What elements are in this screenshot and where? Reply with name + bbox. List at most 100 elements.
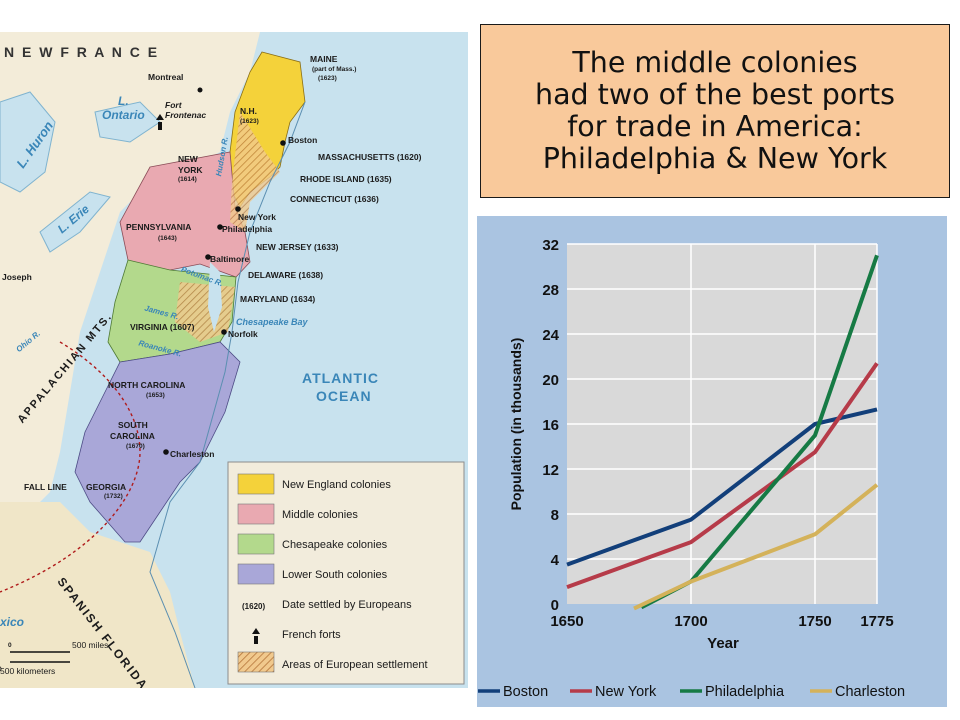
title-line-4: Philadelphia & New York — [542, 142, 888, 175]
colony-maine-note: (part of Mass.) — [312, 66, 357, 73]
grid-layer — [567, 243, 878, 604]
colony-nh: N.H. — [240, 106, 257, 116]
city-dot-montreal — [197, 87, 203, 93]
title-line-3: for trade in America: — [567, 110, 863, 143]
city-dot-baltimore — [205, 254, 211, 260]
city-new-york: New York — [238, 212, 276, 222]
y-tick-label: 28 — [542, 282, 559, 299]
y-tick-label: 16 — [542, 417, 559, 434]
colony-south-carolina-2: CAROLINA — [110, 431, 155, 441]
map-graphic — [0, 32, 465, 688]
colony-georgia-year: (1732) — [104, 493, 123, 500]
series-line-boston — [566, 407, 878, 567]
title-line-2: had two of the best ports — [535, 78, 895, 111]
city-boston: Boston — [288, 135, 318, 145]
colony-massachusetts: MASSACHUSETTS (1620) — [318, 152, 422, 162]
legend-swatch-lower-south — [237, 563, 275, 585]
x-tick-label: 1650 — [550, 613, 583, 630]
title-banner: The middle colonies had two of the best … — [480, 24, 950, 198]
scale-zero-a: 0 — [8, 642, 12, 649]
city-philadelphia: Philadelphia — [222, 224, 273, 234]
legend-label-new-england: New England colonies — [282, 479, 391, 491]
city-dot-new-york — [235, 206, 241, 212]
legend-label-french-forts: French forts — [282, 629, 341, 641]
city-dot-philadelphia — [217, 224, 223, 230]
y-axis-label: Population (in thousands) — [508, 338, 524, 511]
city-charleston: Charleston — [170, 449, 215, 459]
southern-land — [0, 502, 195, 688]
y-tick-label: 12 — [542, 462, 559, 479]
y-tick-label: 24 — [542, 327, 559, 344]
city-dot-boston — [280, 140, 286, 146]
french-fort-icon — [156, 114, 164, 130]
scale-km-label: 500 kilometers — [0, 666, 56, 676]
region-mexico: xico — [0, 615, 25, 629]
city-dot-charleston — [163, 449, 169, 455]
population-chart: 0 4 8 12 16 20 24 28 32 1650 1700 1750 1775 Year Pop… — [477, 216, 947, 707]
series-line-new york — [566, 362, 879, 589]
map-header-new-france: N E W F R A N C E — [4, 44, 160, 60]
legend-label-settlement: Areas of European settlement — [282, 659, 428, 671]
interior-land — [0, 32, 260, 502]
y-tick-label: 20 — [542, 372, 559, 389]
settlement-hatch — [230, 112, 280, 232]
colony-virginia: VIRGINIA (1607) — [130, 322, 195, 332]
colony-pennsylvania-year: (1643) — [158, 235, 177, 242]
scale-zero-b: 0 — [0, 666, 2, 673]
colony-north-carolina-year: (1653) — [146, 392, 165, 399]
series-line-charleston — [633, 483, 879, 611]
lake-ontario — [94, 101, 161, 143]
legend-swatch-new-england — [237, 473, 275, 495]
water-ocean: OCEAN — [316, 388, 372, 404]
colony-new-york: NEW — [178, 154, 198, 164]
y-tick-label: 8 — [551, 507, 559, 524]
colony-maine: MAINE — [310, 54, 338, 64]
chesapeake-bay — [208, 262, 222, 332]
x-tick-label: 1775 — [860, 613, 893, 630]
colony-pennsylvania: PENNSYLVANIA — [126, 222, 192, 232]
colony-new-york-year: (1614) — [178, 176, 197, 183]
colony-maryland: MARYLAND (1634) — [240, 294, 316, 304]
x-tick-label: 1700 — [674, 613, 707, 630]
water-atlantic: ATLANTIC — [302, 370, 379, 386]
scale-miles-label: 500 miles — [72, 640, 109, 650]
legend-label-charleston: Charleston — [835, 684, 905, 700]
city-norfolk: Norfolk — [228, 329, 258, 339]
series-layer — [566, 254, 879, 611]
proclamation-line — [0, 341, 141, 593]
city-joseph: Joseph — [2, 272, 32, 282]
city-montreal: Montreal — [148, 72, 184, 82]
lake-huron — [0, 91, 56, 193]
legend-label-middle: Middle colonies — [282, 509, 358, 521]
legend-swatch-chesapeake — [237, 533, 275, 555]
y-tick-label: 4 — [551, 552, 560, 569]
lake-erie — [39, 191, 111, 253]
colony-south-carolina-year: (1670) — [126, 443, 145, 450]
chart-svg: 0 4 8 12 16 20 24 28 32 1650 1700 1750 1775 Year Pop… — [508, 237, 894, 652]
city-dot-norfolk — [221, 329, 227, 335]
title-line-1: The middle colonies — [572, 46, 858, 79]
colonial-map: N E W F R A N C E Montreal Fort Frontena… — [0, 32, 468, 688]
x-axis-label: Year — [707, 635, 739, 652]
coastline — [149, 101, 306, 688]
legend-label-chesapeake: Chesapeake colonies — [282, 539, 388, 551]
terrain-fall-line: FALL LINE — [24, 482, 67, 492]
city-baltimore: Baltimore — [210, 254, 250, 264]
chart-legend: Boston New York Philadelphia Charleston — [478, 684, 905, 700]
colony-connecticut: CONNECTICUT (1636) — [290, 194, 379, 204]
legend-label-new york: New York — [595, 684, 657, 700]
colony-south-carolina: SOUTH — [118, 420, 148, 430]
x-tick-label: 1750 — [798, 613, 831, 630]
legend-label-boston: Boston — [503, 684, 548, 700]
ticks-layer: 0 4 8 12 16 20 24 28 32 1650 1700 1750 1775 — [542, 237, 893, 630]
y-tick-label: 32 — [542, 237, 559, 254]
colony-nh-year: (1623) — [240, 118, 259, 125]
y-tick-label: 0 — [551, 597, 559, 614]
legend-label-philadelphia: Philadelphia — [705, 684, 785, 700]
colony-new-jersey: NEW JERSEY (1633) — [256, 242, 339, 252]
water-chesapeake-bay: Chesapeake Bay — [236, 317, 308, 327]
legend-swatch-middle — [237, 503, 275, 525]
colony-north-carolina: NORTH CAROLINA — [108, 380, 186, 390]
legend-swatch-hatch — [237, 651, 275, 673]
colony-delaware: DELAWARE (1638) — [248, 270, 324, 280]
